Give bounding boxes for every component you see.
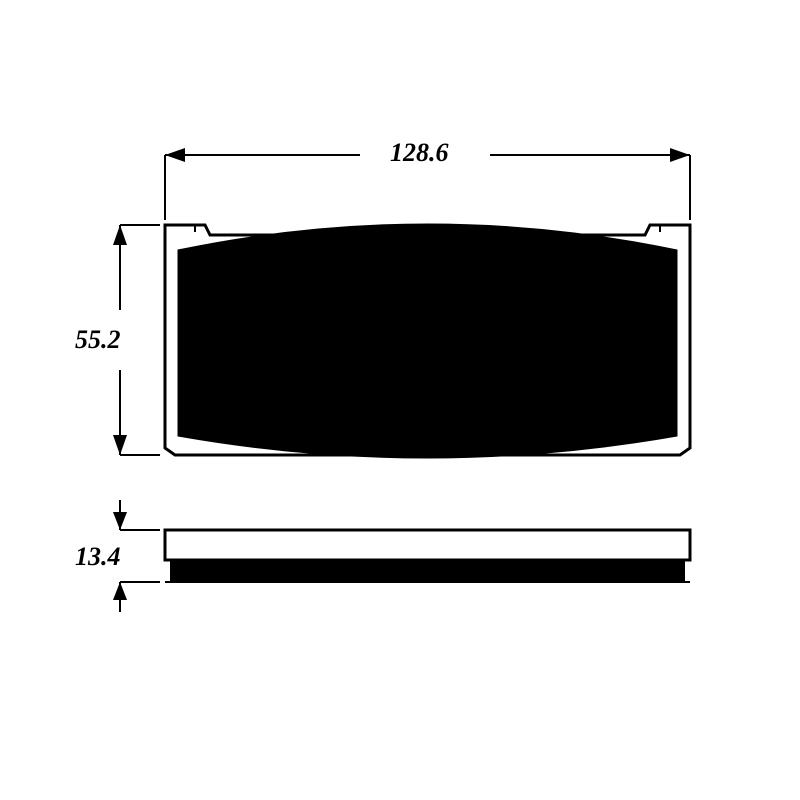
brake-pad-diagram (0, 0, 800, 800)
pad-side-view (165, 530, 690, 582)
label-thickness: 13.4 (75, 542, 121, 572)
label-width: 128.6 (390, 138, 449, 168)
label-height: 55.2 (75, 325, 121, 355)
pad-front-view (165, 224, 690, 458)
